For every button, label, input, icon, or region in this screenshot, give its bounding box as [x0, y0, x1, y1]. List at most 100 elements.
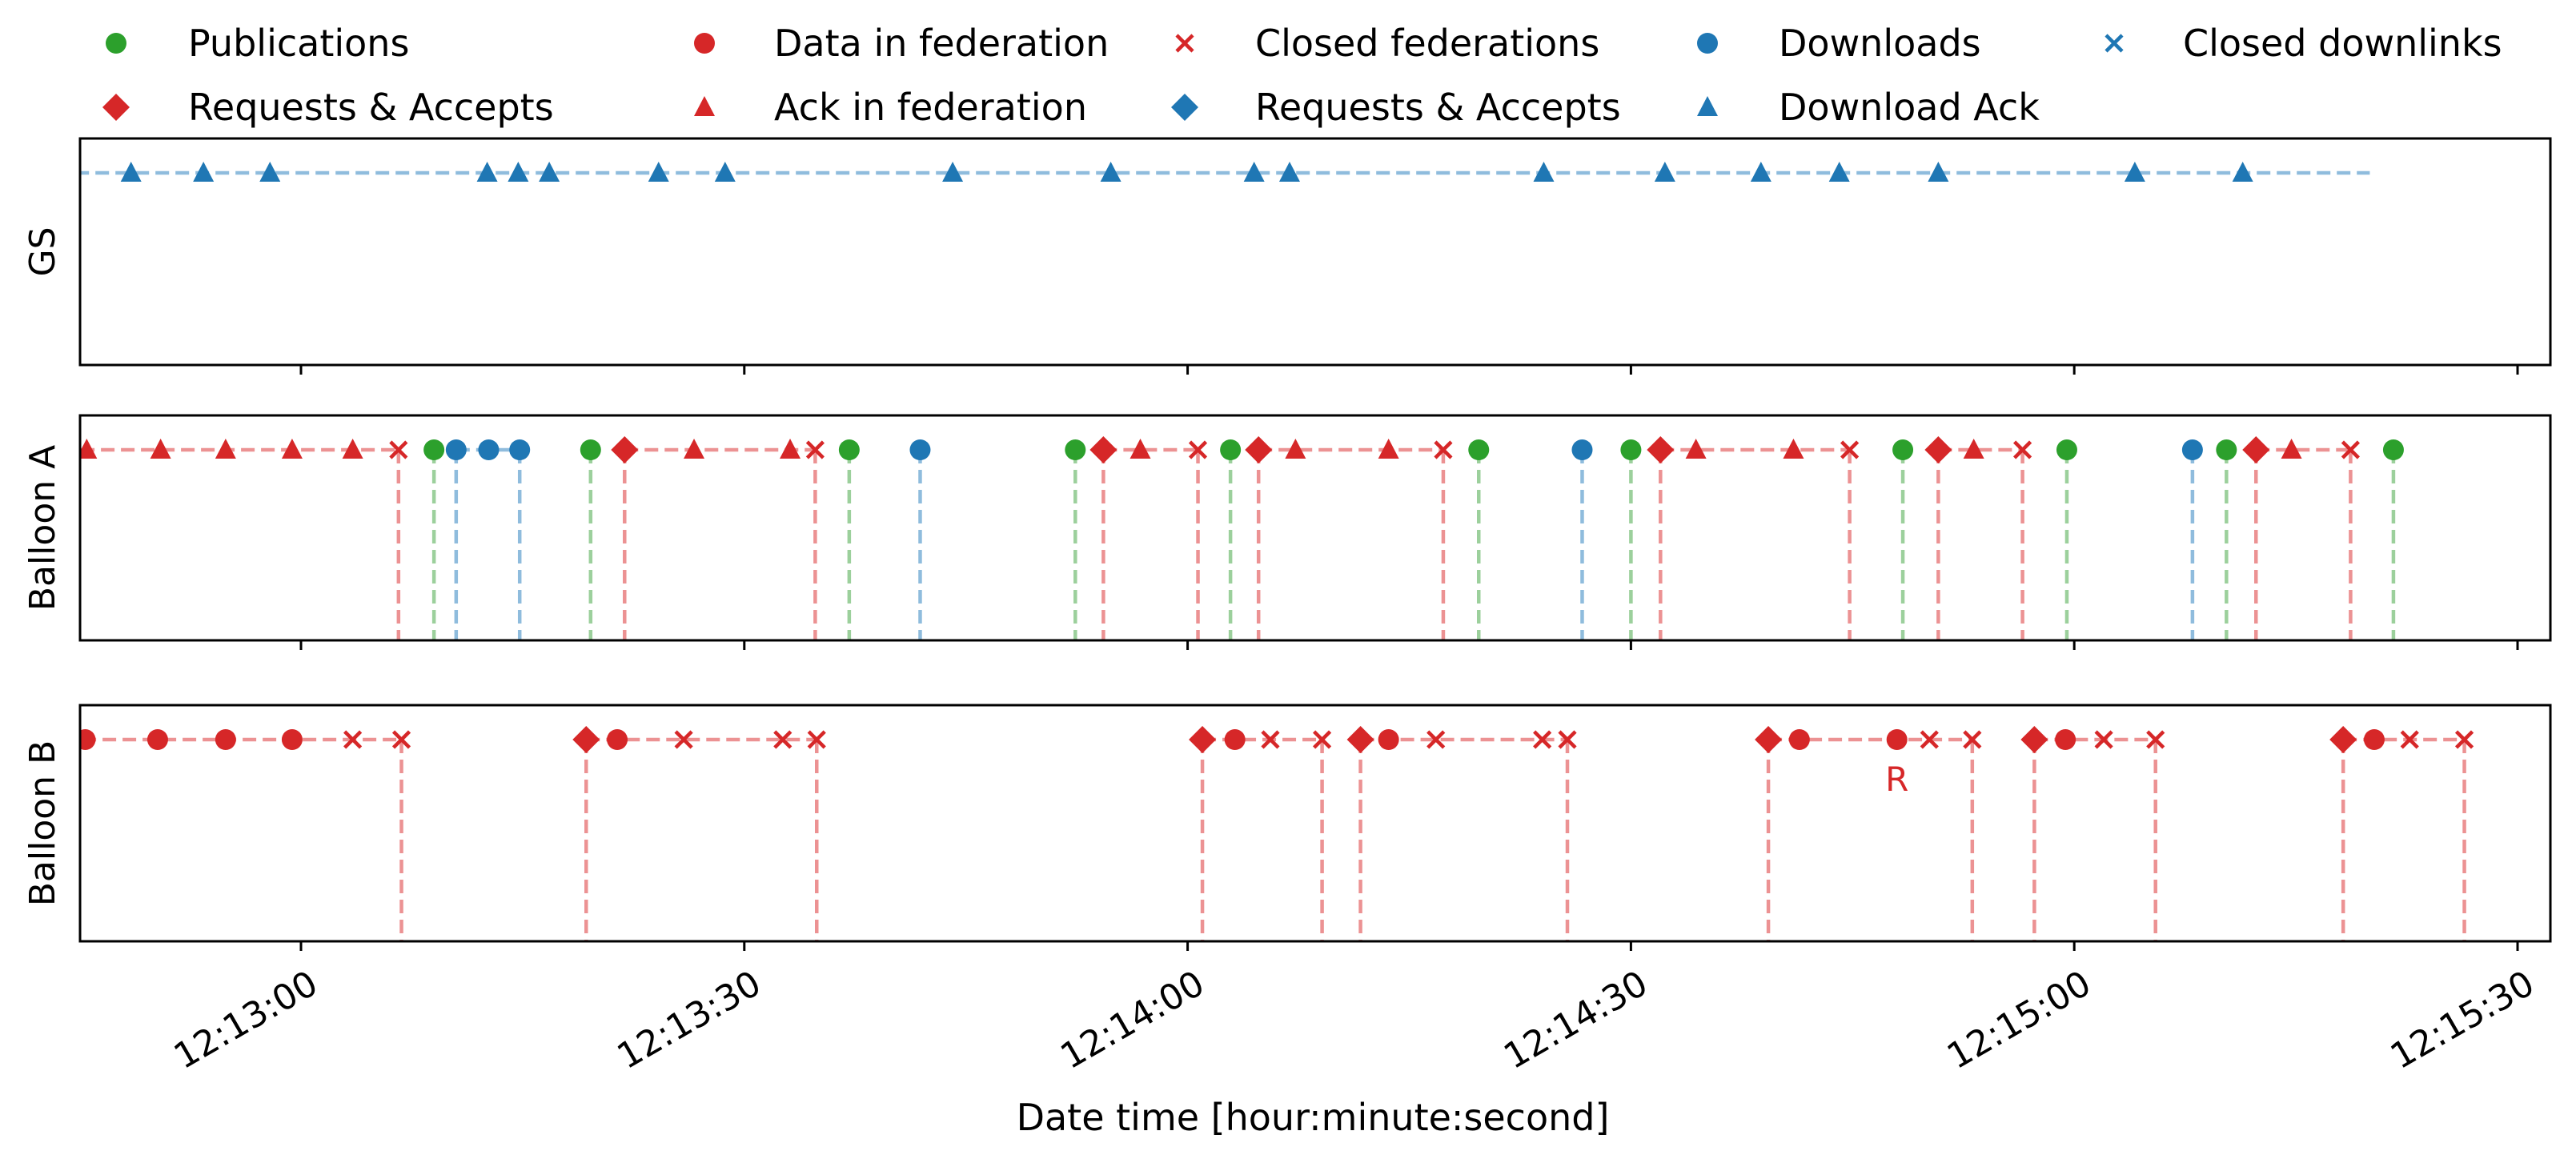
event-marker-circle	[2363, 729, 2385, 750]
event-marker-diamond	[2329, 726, 2357, 753]
event-marker-x	[2454, 730, 2474, 749]
event-marker-circle	[1788, 729, 1810, 750]
legend-marker	[102, 94, 130, 121]
event-marker-triangle	[1685, 439, 1707, 459]
legend-item: Data in federation	[694, 22, 1109, 65]
event-marker-triangle	[1783, 439, 1804, 459]
legend-marker	[1175, 34, 1194, 53]
x-tick-label: 12:14:00	[1053, 963, 1211, 1077]
legend-marker	[694, 33, 715, 54]
legend-label: Publications	[188, 22, 409, 65]
event-marker-triangle	[1963, 439, 1984, 459]
event-marker-circle	[2382, 439, 2404, 460]
event-marker-triangle	[1654, 162, 1675, 182]
event-marker-triangle	[539, 162, 560, 182]
event-marker-circle	[2181, 439, 2203, 460]
legend-label: Requests & Accepts	[1255, 86, 1621, 129]
legend-label: Closed downlinks	[2183, 22, 2502, 65]
event-marker-circle	[1468, 439, 1490, 460]
event-marker-diamond	[2020, 726, 2048, 753]
event-marker-circle	[215, 729, 236, 750]
panel-gs: GS	[0, 137, 2552, 375]
event-marker-diamond	[1924, 436, 1952, 463]
event-marker-circle	[0, 439, 20, 460]
event-marker-diamond	[611, 436, 639, 463]
legend-marker	[106, 33, 126, 54]
event-marker-x	[1434, 440, 1453, 459]
event-marker-triangle	[120, 162, 142, 182]
event-marker-circle	[838, 439, 860, 460]
event-marker-circle	[146, 729, 168, 750]
event-marker-circle	[2055, 729, 2076, 750]
event-marker-circle	[2216, 439, 2237, 460]
event-marker-diamond	[1647, 436, 1675, 463]
panels: GS Balloon A R Balloon B	[0, 137, 2552, 951]
event-marker-x	[2146, 730, 2165, 749]
legend-item: Closed federations	[1175, 22, 1599, 65]
event-marker-circle	[2056, 439, 2077, 460]
event-marker-circle	[281, 729, 303, 750]
legend-item: Closed downlinks	[2105, 22, 2502, 65]
event-marker-circle	[1620, 439, 1642, 460]
event-marker-triangle	[1378, 439, 1399, 459]
event-marker-triangle	[2232, 162, 2253, 182]
event-marker-triangle	[215, 439, 236, 459]
y-axis-label: Balloon B	[22, 740, 63, 907]
event-marker-diamond	[1189, 726, 1217, 753]
event-marker-diamond	[572, 726, 600, 753]
event-marker-x	[2341, 440, 2360, 459]
event-marker-triangle	[259, 162, 281, 182]
event-marker-x	[1533, 730, 1552, 749]
legend-label: Ack in federation	[774, 86, 1087, 129]
event-marker-circle	[1571, 439, 1593, 460]
event-marker-x	[1188, 440, 1208, 459]
event-marker-x	[1261, 730, 1280, 749]
event-marker-x	[343, 730, 363, 749]
event-marker-triangle	[342, 439, 363, 459]
event-marker-circle	[1224, 729, 1246, 750]
y-axis-label: GS	[22, 227, 63, 276]
event-marker-triangle	[508, 162, 529, 182]
event-marker-circle	[1065, 439, 1086, 460]
event-marker-diamond	[1755, 726, 1783, 753]
legend-item: Download Ack	[1697, 86, 2040, 129]
event-marker-triangle	[150, 439, 171, 459]
event-marker-triangle	[1750, 162, 1772, 182]
event-marker-triangle	[648, 162, 669, 182]
event-marker-triangle	[780, 439, 801, 459]
legend-label: Closed federations	[1255, 22, 1599, 65]
event-marker-diamond	[2242, 436, 2270, 463]
legend-item: Ack in federation	[694, 86, 1087, 129]
event-marker-x	[2400, 730, 2419, 749]
legend-marker	[2105, 34, 2124, 53]
legend-label: Requests & Accepts	[188, 86, 554, 129]
event-marker-circle	[1220, 439, 1242, 460]
event-marker-x	[391, 730, 411, 749]
event-marker-triangle	[1928, 162, 1949, 182]
event-marker-triangle	[0, 162, 18, 182]
event-marker-triangle	[942, 162, 964, 182]
event-marker-triangle	[1100, 162, 1121, 182]
event-marker-triangle	[684, 439, 705, 459]
legend: Publications Requests & Accepts Data in fe…	[102, 22, 2502, 129]
x-tick-label: 12:13:00	[167, 963, 325, 1077]
event-marker-x	[1426, 730, 1446, 749]
x-tick-label: 12:15:30	[2384, 963, 2542, 1077]
event-marker-triangle	[476, 162, 498, 182]
event-marker-x	[1920, 730, 1939, 749]
event-marker-diamond	[1089, 436, 1117, 463]
event-marker-circle	[423, 439, 445, 460]
legend-label: Downloads	[1779, 22, 1981, 65]
event-marker-x	[1558, 730, 1577, 749]
event-marker-circle	[580, 439, 601, 460]
event-marker-triangle	[55, 162, 76, 182]
x-axis-label: Date time [hour:minute:second]	[1017, 1096, 1610, 1139]
event-marker-x	[2094, 730, 2113, 749]
event-marker-circle	[478, 439, 500, 460]
event-marker-x	[389, 440, 408, 459]
event-marker-circle	[607, 729, 628, 750]
legend-label: Download Ack	[1779, 86, 2040, 129]
legend-marker	[1697, 96, 1718, 116]
event-marker-x	[773, 730, 792, 749]
event-marker-triangle	[1278, 162, 1300, 182]
